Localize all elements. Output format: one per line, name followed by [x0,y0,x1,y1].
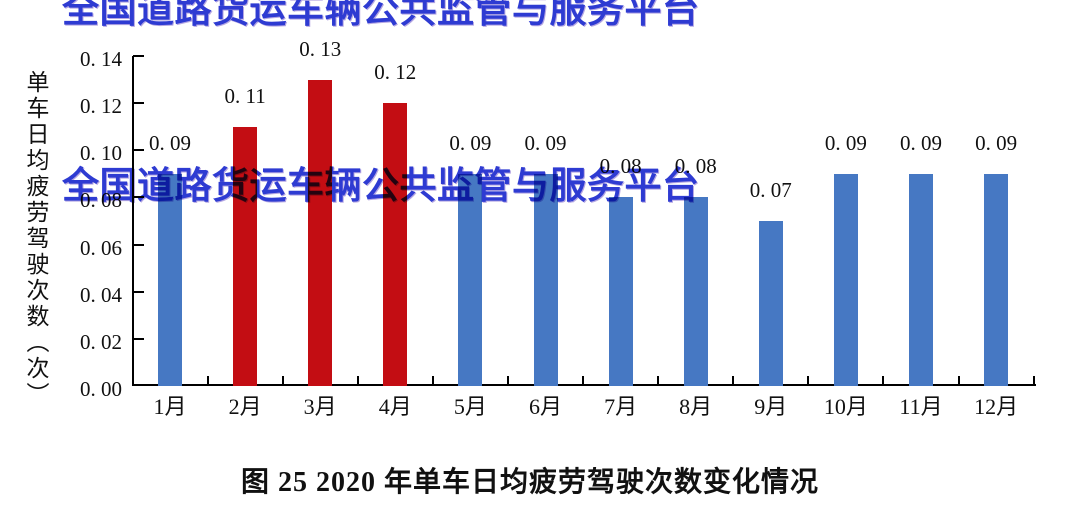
x-tick-mark [882,376,885,386]
x-tick-mark [356,376,359,386]
bar-value-label: 0. 12 [374,60,417,85]
x-category-label: 5月 [453,394,487,419]
x-category-label: 11月 [899,394,943,419]
y-tick-mark [133,337,144,340]
y-tick-mark [133,196,144,199]
bar-12月 [984,173,1009,386]
y-axis-title: 单车日均疲劳驾驶次数（次） [23,70,48,408]
bar-8月 [683,197,708,386]
bar-value-label: 0. 09 [975,130,1018,155]
bar-value-label: 0. 09 [149,130,191,155]
x-category-label: 6月 [528,394,562,419]
bar-value-label: 0. 09 [900,130,942,155]
y-tick-mark [133,243,144,246]
y-tick-label: 0. 02 [80,329,122,354]
x-tick-mark [281,376,284,386]
x-tick-mark [431,376,434,386]
x-category-label: 2月 [228,394,262,419]
y-tick-mark [133,290,144,293]
x-category-label: 9月 [754,394,788,419]
x-category-label: 7月 [604,394,638,419]
x-tick-mark [1032,376,1035,386]
y-tick-label: 0. 10 [80,141,122,166]
bar-value-label: 0. 08 [674,154,717,179]
y-tick-label: 0. 04 [80,282,122,307]
x-category-label: 12月 [974,394,1019,419]
x-category-label: 4月 [378,394,412,419]
x-tick-mark [732,376,735,386]
x-tick-mark [506,376,509,386]
watermark-top-clipped: 全国道路货运车辆公共监管与服务平台 [62,0,700,31]
x-category-label: 3月 [303,394,337,419]
bar-7月 [608,197,633,386]
bar-10月 [833,173,858,386]
y-tick-label: 0. 14 [80,47,122,71]
bar-2月 [233,126,258,386]
y-tick-mark [133,55,144,57]
y-tick-mark [133,102,144,105]
x-category-label: 10月 [823,394,868,419]
bar-5月 [458,173,483,386]
x-category-label: 1月 [153,394,187,419]
bar-value-label: 0. 13 [299,36,342,61]
y-tick-mark [133,149,144,152]
x-tick-mark [206,376,209,386]
x-tick-mark [657,376,660,386]
y-tick-label: 0. 08 [80,188,122,213]
y-tick-label: 0. 00 [80,377,122,401]
x-tick-mark [957,376,960,386]
bar-1月 [158,173,182,386]
bar-value-label: 0. 11 [224,83,266,108]
x-tick-mark [582,376,585,386]
bar-value-label: 0. 08 [599,154,642,179]
x-category-label: 8月 [679,394,713,419]
figure-caption: 图 25 2020 年单车日均疲劳驾驶次数变化情况 [240,467,819,498]
bar-value-label: 0. 07 [749,178,792,202]
bar-4月 [383,103,408,386]
x-tick-mark [807,376,810,386]
bar-value-label: 0. 09 [824,130,867,155]
bar-6月 [533,173,558,386]
y-tick-label: 0. 06 [80,235,122,260]
bar-9月 [758,221,783,386]
bar-value-label: 0. 09 [449,130,492,155]
y-tick-label: 0. 12 [80,94,122,119]
bar-value-label: 0. 09 [524,130,567,155]
bar-11月 [909,173,933,386]
bar-3月 [308,79,333,386]
